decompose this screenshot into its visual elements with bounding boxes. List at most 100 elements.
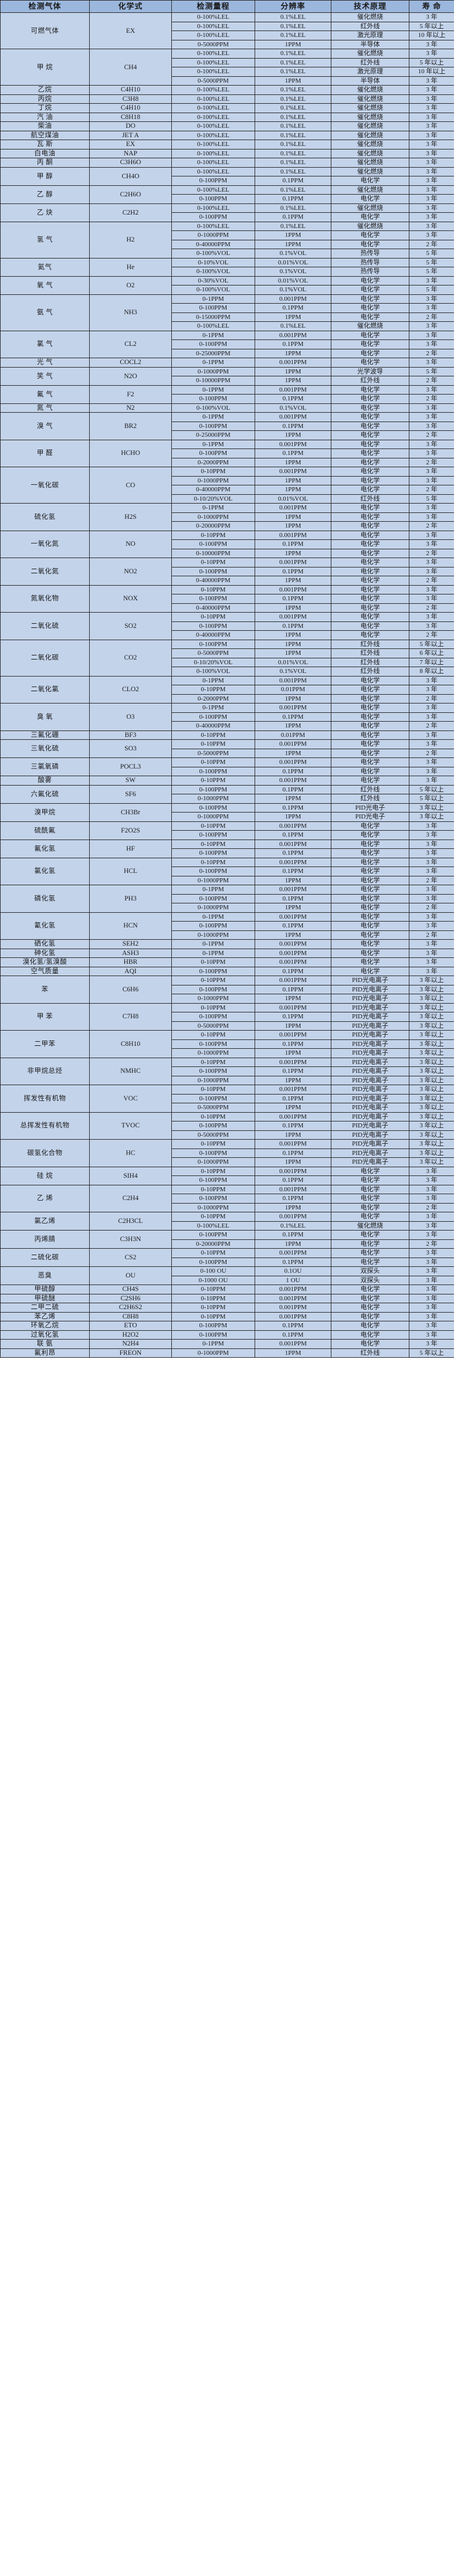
table-row: 0-1000PPM 1PPM PID光电离子 3 年以上 xyxy=(1,1075,454,1085)
cell-technology-principle: 电化学 xyxy=(331,694,409,704)
cell-technology-principle: 电化学 xyxy=(331,330,409,340)
cell-resolution: 0.001PPM xyxy=(255,1166,331,1176)
cell-technology-principle: 电化学 xyxy=(331,1330,409,1340)
cell-resolution: 0.001PPM xyxy=(255,1139,331,1149)
table-row: 氟 气 F2 0-1PPM 0.001PPM 电化学 3 年 xyxy=(0,385,454,404)
cell-resolution: 0.001PPM xyxy=(255,675,331,685)
cell-chemical-formula: BR2 xyxy=(89,412,172,440)
cell-detection-range: 0-100PPM xyxy=(171,539,255,549)
cell-technology-principle: PID光电离子 xyxy=(331,1012,409,1022)
cell-lifetime: 3 年 xyxy=(409,230,454,240)
table-row: 0-1000PPM 1PPM 电化学 2 年 xyxy=(1,1202,454,1212)
cell-technology-principle: 电化学 xyxy=(331,539,409,549)
table-row: 0-100PPM 0.1PPM 电化学 3 年 xyxy=(1,766,454,776)
cell-detection-range: 0-100PPM xyxy=(171,194,255,204)
cell-lifetime: 3 年 xyxy=(409,130,454,140)
cell-detection-range: 0-40000PPM xyxy=(171,630,255,640)
cell-resolution: 0.1PPM xyxy=(255,339,331,349)
table-row: 0-10000PPM 1PPM 电化学 2 年 xyxy=(1,548,454,558)
cell-resolution: 0.001PPM xyxy=(255,912,331,922)
cell-detection-range: 0-2000PPM xyxy=(171,457,255,467)
table-row: 0-100PPM 0.1PPM PID光电离子 3 年以上 xyxy=(1,984,454,994)
cell-technology-principle: 电化学 xyxy=(331,1230,409,1240)
cell-detection-range: 0-10PPM xyxy=(171,1311,255,1321)
cell-gas-name: 挥发性有机物 xyxy=(0,1085,90,1113)
cell-detection-range: 0-10PPM xyxy=(171,739,255,749)
cell-gas-name: 氟 气 xyxy=(0,385,90,404)
cell-detection-range: 0-100PPM xyxy=(171,1121,255,1131)
cell-gas-name: 甲 醛 xyxy=(0,439,90,467)
table-row: 丙烷 C3H8 0-100%LEL 0.1%LEL 催化燃烧 3 年 xyxy=(0,94,454,104)
table-row: 0-100PPM 0.1PPM 电化学 3 年 xyxy=(1,893,454,903)
cell-resolution: 0.1%VOL xyxy=(255,285,331,295)
cell-lifetime: 3 年 xyxy=(409,166,454,176)
cell-technology-principle: PID光电离子 xyxy=(331,976,409,985)
cell-technology-principle: 电化学 xyxy=(331,685,409,695)
cell-technology-principle: 电化学 xyxy=(331,1339,409,1349)
column-header-lifetime: 寿 命 xyxy=(409,0,454,13)
cell-chemical-formula: SIH4 xyxy=(89,1166,172,1185)
cell-gas-name: 三氧化硫 xyxy=(0,739,90,758)
cell-resolution: 1PPM xyxy=(255,903,331,913)
cell-resolution: 1PPM xyxy=(255,794,331,804)
table-row: 0-40000PPM 1PPM 电化学 2 年 xyxy=(1,630,454,640)
cell-detection-range: 0-10PPM xyxy=(171,1085,255,1095)
cell-detection-range: 0-10PPM xyxy=(171,857,255,867)
cell-detection-range: 0-1PPM xyxy=(171,885,255,895)
cell-lifetime: 3 年以上 xyxy=(409,1112,454,1122)
cell-technology-principle: 半导体 xyxy=(331,76,409,86)
cell-lifetime: 3 年 xyxy=(409,566,454,576)
table-row: 过氧化氢 H2O2 0-100PPM 0.1PPM 电化学 3 年 xyxy=(0,1330,454,1340)
cell-resolution: 1PPM xyxy=(255,694,331,704)
cell-chemical-formula: NO2 xyxy=(89,558,172,586)
cell-lifetime: 3 年 xyxy=(409,76,454,86)
cell-technology-principle: 电化学 xyxy=(331,430,409,440)
table-row: 氮 气 N2 0-100%VOL 0.1%VOL 电化学 3 年 xyxy=(0,403,454,413)
cell-resolution: 0.001PPM xyxy=(255,1212,331,1222)
cell-technology-principle: 电化学 xyxy=(331,739,409,749)
cell-lifetime: 3 年以上 xyxy=(409,976,454,985)
cell-resolution: 0.1PPM xyxy=(255,212,331,222)
table-row: 乙 烯 C2H4 0-10PPM 0.001PPM 电化学 3 年 xyxy=(0,1184,454,1212)
cell-technology-principle: 电化学 xyxy=(331,394,409,404)
table-row: 0-100%VOL 0.1%VOL 电化学 5 年 xyxy=(1,285,454,295)
cell-resolution: 0.1%LEL xyxy=(255,12,331,22)
table-row: 0-100PPM 0.1PPM 电化学 3 年 xyxy=(1,1194,454,1204)
cell-resolution: 0.1PPM xyxy=(255,766,331,776)
table-row: 笑 气 N2O 0-1000PPM 1PPM 光学波导 5 年 xyxy=(0,366,454,386)
cell-lifetime: 3 年 xyxy=(409,221,454,231)
cell-lifetime: 3 年 xyxy=(409,821,454,831)
cell-resolution: 1PPM xyxy=(255,930,331,940)
cell-detection-range: 0-10PPM xyxy=(171,1166,255,1176)
cell-detection-range: 0-100%LEL xyxy=(171,158,255,168)
table-row: 白电油 NAP 0-100%LEL 0.1%LEL 催化燃烧 3 年 xyxy=(0,148,454,158)
cell-resolution: 0.001PPM xyxy=(255,294,331,304)
cell-detection-range: 0-1PPM xyxy=(171,385,255,395)
cell-lifetime: 2 年 xyxy=(409,748,454,758)
cell-chemical-formula: H2S xyxy=(89,503,172,531)
cell-chemical-formula: AQI xyxy=(89,966,172,976)
cell-resolution: 0.1%LEL xyxy=(255,103,331,113)
table-row: 乙 炔 C2H2 0-100%LEL 0.1%LEL 催化燃烧 3 年 xyxy=(0,203,454,222)
cell-detection-range: 0-100%VOL xyxy=(171,403,255,413)
cell-technology-principle: 电化学 xyxy=(331,1303,409,1313)
cell-technology-principle: 红外线 xyxy=(331,57,409,67)
table-row: 甲 烷 CH4 0-100%LEL 0.1%LEL 催化燃烧 3 年 xyxy=(0,49,454,86)
cell-lifetime: 3 年 xyxy=(409,321,454,331)
cell-detection-range: 0-10PPM xyxy=(171,558,255,567)
cell-technology-principle: 热传导 xyxy=(331,249,409,259)
cell-gas-name: 非甲烷总烃 xyxy=(0,1057,90,1085)
cell-gas-name: 丙 酮 xyxy=(0,158,90,168)
cell-chemical-formula: SW xyxy=(89,776,172,786)
table-row: 氯化氢 HCL 0-10PPM 0.001PPM 电化学 3 年 xyxy=(0,857,454,885)
cell-lifetime: 3 年以上 xyxy=(409,1130,454,1140)
cell-resolution: 1PPM xyxy=(255,39,331,49)
cell-chemical-formula: SF6 xyxy=(89,784,172,804)
cell-resolution: 0.1%LEL xyxy=(255,148,331,158)
cell-technology-principle: 电化学 xyxy=(331,403,409,413)
cell-resolution: 1PPM xyxy=(255,603,331,613)
cell-technology-principle: 电化学 xyxy=(331,485,409,495)
cell-resolution: 1PPM xyxy=(255,376,331,386)
cell-detection-range: 0-10PPM xyxy=(171,584,255,594)
cell-resolution: 0.1PPM xyxy=(255,1330,331,1340)
